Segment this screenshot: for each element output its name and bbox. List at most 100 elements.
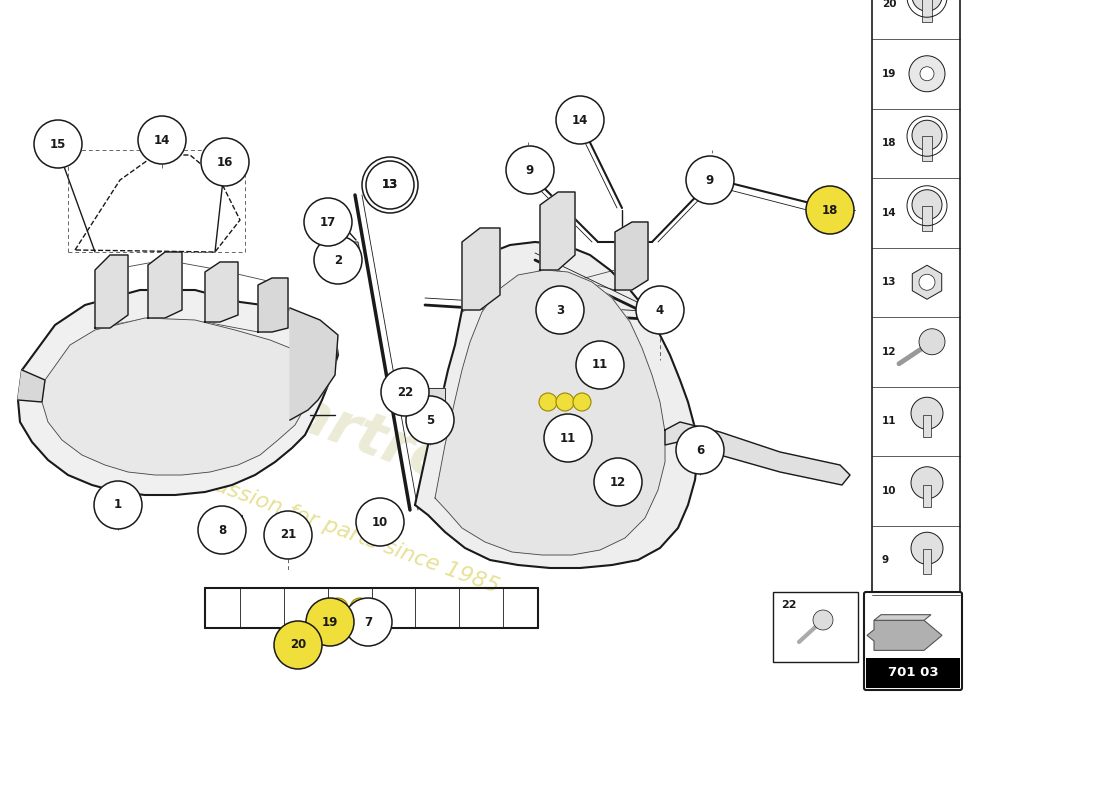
Circle shape xyxy=(911,398,943,430)
Circle shape xyxy=(544,414,592,462)
Circle shape xyxy=(539,393,557,411)
Text: 14: 14 xyxy=(882,208,896,218)
Polygon shape xyxy=(912,266,942,299)
Polygon shape xyxy=(874,614,931,620)
Circle shape xyxy=(201,138,249,186)
Text: 10: 10 xyxy=(372,515,388,529)
Circle shape xyxy=(138,116,186,164)
Circle shape xyxy=(806,186,854,234)
Text: 8: 8 xyxy=(218,523,227,537)
Polygon shape xyxy=(205,262,238,322)
Polygon shape xyxy=(42,318,315,475)
Circle shape xyxy=(362,157,418,213)
FancyBboxPatch shape xyxy=(923,415,931,438)
Text: 9: 9 xyxy=(882,555,889,566)
Circle shape xyxy=(911,466,943,498)
Text: 20: 20 xyxy=(882,0,896,10)
Text: 12: 12 xyxy=(609,475,626,489)
Polygon shape xyxy=(218,515,242,522)
Text: 7: 7 xyxy=(364,615,372,629)
Text: 14: 14 xyxy=(572,114,588,126)
Circle shape xyxy=(304,198,352,246)
Circle shape xyxy=(920,66,934,81)
Circle shape xyxy=(813,610,833,630)
Text: 4: 4 xyxy=(656,303,664,317)
Circle shape xyxy=(536,286,584,334)
FancyBboxPatch shape xyxy=(923,485,931,506)
Circle shape xyxy=(406,396,454,444)
Text: 11: 11 xyxy=(592,358,608,371)
Polygon shape xyxy=(666,422,850,485)
Circle shape xyxy=(314,236,362,284)
Polygon shape xyxy=(540,192,575,270)
Polygon shape xyxy=(462,228,501,310)
Text: 13: 13 xyxy=(882,278,896,287)
Text: 18: 18 xyxy=(822,203,838,217)
FancyBboxPatch shape xyxy=(864,592,962,690)
Text: 20: 20 xyxy=(290,638,306,651)
Circle shape xyxy=(381,368,429,416)
Text: 13: 13 xyxy=(382,178,398,191)
Circle shape xyxy=(576,341,624,389)
Circle shape xyxy=(306,598,354,646)
Polygon shape xyxy=(290,308,338,420)
FancyBboxPatch shape xyxy=(866,658,960,688)
Circle shape xyxy=(918,274,935,290)
Circle shape xyxy=(573,393,591,411)
Text: 11: 11 xyxy=(882,416,896,426)
Circle shape xyxy=(198,506,246,554)
Text: 12: 12 xyxy=(882,346,896,357)
Text: 22: 22 xyxy=(781,600,796,610)
Circle shape xyxy=(912,0,942,11)
Polygon shape xyxy=(148,252,182,318)
Text: 5: 5 xyxy=(426,414,434,426)
Circle shape xyxy=(556,393,574,411)
Text: 17: 17 xyxy=(320,215,337,229)
Circle shape xyxy=(911,532,943,564)
Text: 22: 22 xyxy=(397,386,414,398)
FancyBboxPatch shape xyxy=(922,0,932,22)
Circle shape xyxy=(506,146,554,194)
Text: 6: 6 xyxy=(696,443,704,457)
Polygon shape xyxy=(402,372,416,382)
FancyBboxPatch shape xyxy=(922,136,932,162)
Text: 16: 16 xyxy=(217,155,233,169)
Circle shape xyxy=(918,329,945,354)
Circle shape xyxy=(676,426,724,474)
Circle shape xyxy=(350,598,370,618)
Circle shape xyxy=(594,458,642,506)
FancyBboxPatch shape xyxy=(923,550,931,574)
Circle shape xyxy=(34,120,82,168)
Polygon shape xyxy=(18,370,45,402)
Text: 19: 19 xyxy=(882,69,896,78)
Polygon shape xyxy=(867,620,942,650)
Polygon shape xyxy=(348,242,360,252)
Circle shape xyxy=(356,498,404,546)
Text: 15: 15 xyxy=(50,138,66,150)
Circle shape xyxy=(94,481,142,529)
Text: 18: 18 xyxy=(882,138,896,148)
Polygon shape xyxy=(615,222,648,290)
Polygon shape xyxy=(258,278,288,332)
Text: 9: 9 xyxy=(706,174,714,186)
Text: 19: 19 xyxy=(322,615,338,629)
Text: 11: 11 xyxy=(560,431,576,445)
Circle shape xyxy=(636,286,684,334)
Polygon shape xyxy=(95,255,128,328)
FancyBboxPatch shape xyxy=(773,592,858,662)
Text: 1: 1 xyxy=(114,498,122,511)
Text: 10: 10 xyxy=(882,486,896,496)
Text: 3: 3 xyxy=(556,303,564,317)
Text: eurocartrees: eurocartrees xyxy=(111,321,529,519)
Circle shape xyxy=(686,156,734,204)
Circle shape xyxy=(344,598,392,646)
Polygon shape xyxy=(415,242,698,568)
Polygon shape xyxy=(420,388,446,400)
Circle shape xyxy=(912,190,942,220)
Text: 2: 2 xyxy=(334,254,342,266)
Text: 701 03: 701 03 xyxy=(888,666,938,679)
Circle shape xyxy=(366,161,414,209)
Polygon shape xyxy=(434,270,666,555)
Text: 21: 21 xyxy=(279,529,296,542)
Circle shape xyxy=(328,598,348,618)
